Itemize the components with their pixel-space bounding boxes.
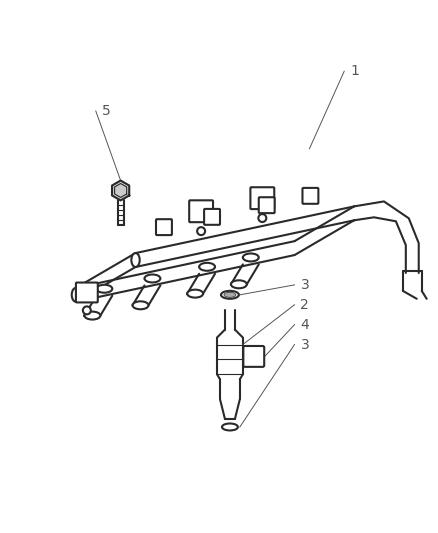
Text: 2: 2: [300, 298, 308, 312]
Ellipse shape: [223, 292, 235, 297]
Ellipse shape: [199, 263, 215, 271]
Text: 3: 3: [300, 278, 308, 292]
Ellipse shape: [242, 254, 258, 261]
FancyBboxPatch shape: [250, 187, 274, 209]
Ellipse shape: [144, 274, 160, 282]
FancyBboxPatch shape: [189, 200, 212, 222]
FancyBboxPatch shape: [243, 346, 264, 367]
FancyBboxPatch shape: [302, 188, 318, 204]
FancyBboxPatch shape: [76, 282, 98, 302]
Ellipse shape: [220, 291, 238, 299]
Text: 5: 5: [102, 104, 110, 118]
Text: 4: 4: [300, 318, 308, 332]
Ellipse shape: [96, 285, 112, 293]
Circle shape: [197, 227, 205, 235]
Ellipse shape: [131, 253, 139, 267]
Ellipse shape: [230, 280, 246, 288]
Text: 1: 1: [350, 64, 358, 78]
Ellipse shape: [71, 288, 80, 302]
Ellipse shape: [187, 289, 203, 297]
Polygon shape: [112, 181, 129, 200]
Text: 3: 3: [300, 337, 308, 351]
Ellipse shape: [222, 424, 237, 431]
FancyBboxPatch shape: [204, 209, 219, 225]
Ellipse shape: [84, 312, 100, 320]
FancyBboxPatch shape: [258, 197, 274, 213]
Ellipse shape: [132, 301, 148, 309]
Circle shape: [83, 306, 91, 314]
Circle shape: [258, 214, 266, 222]
FancyBboxPatch shape: [155, 219, 172, 235]
